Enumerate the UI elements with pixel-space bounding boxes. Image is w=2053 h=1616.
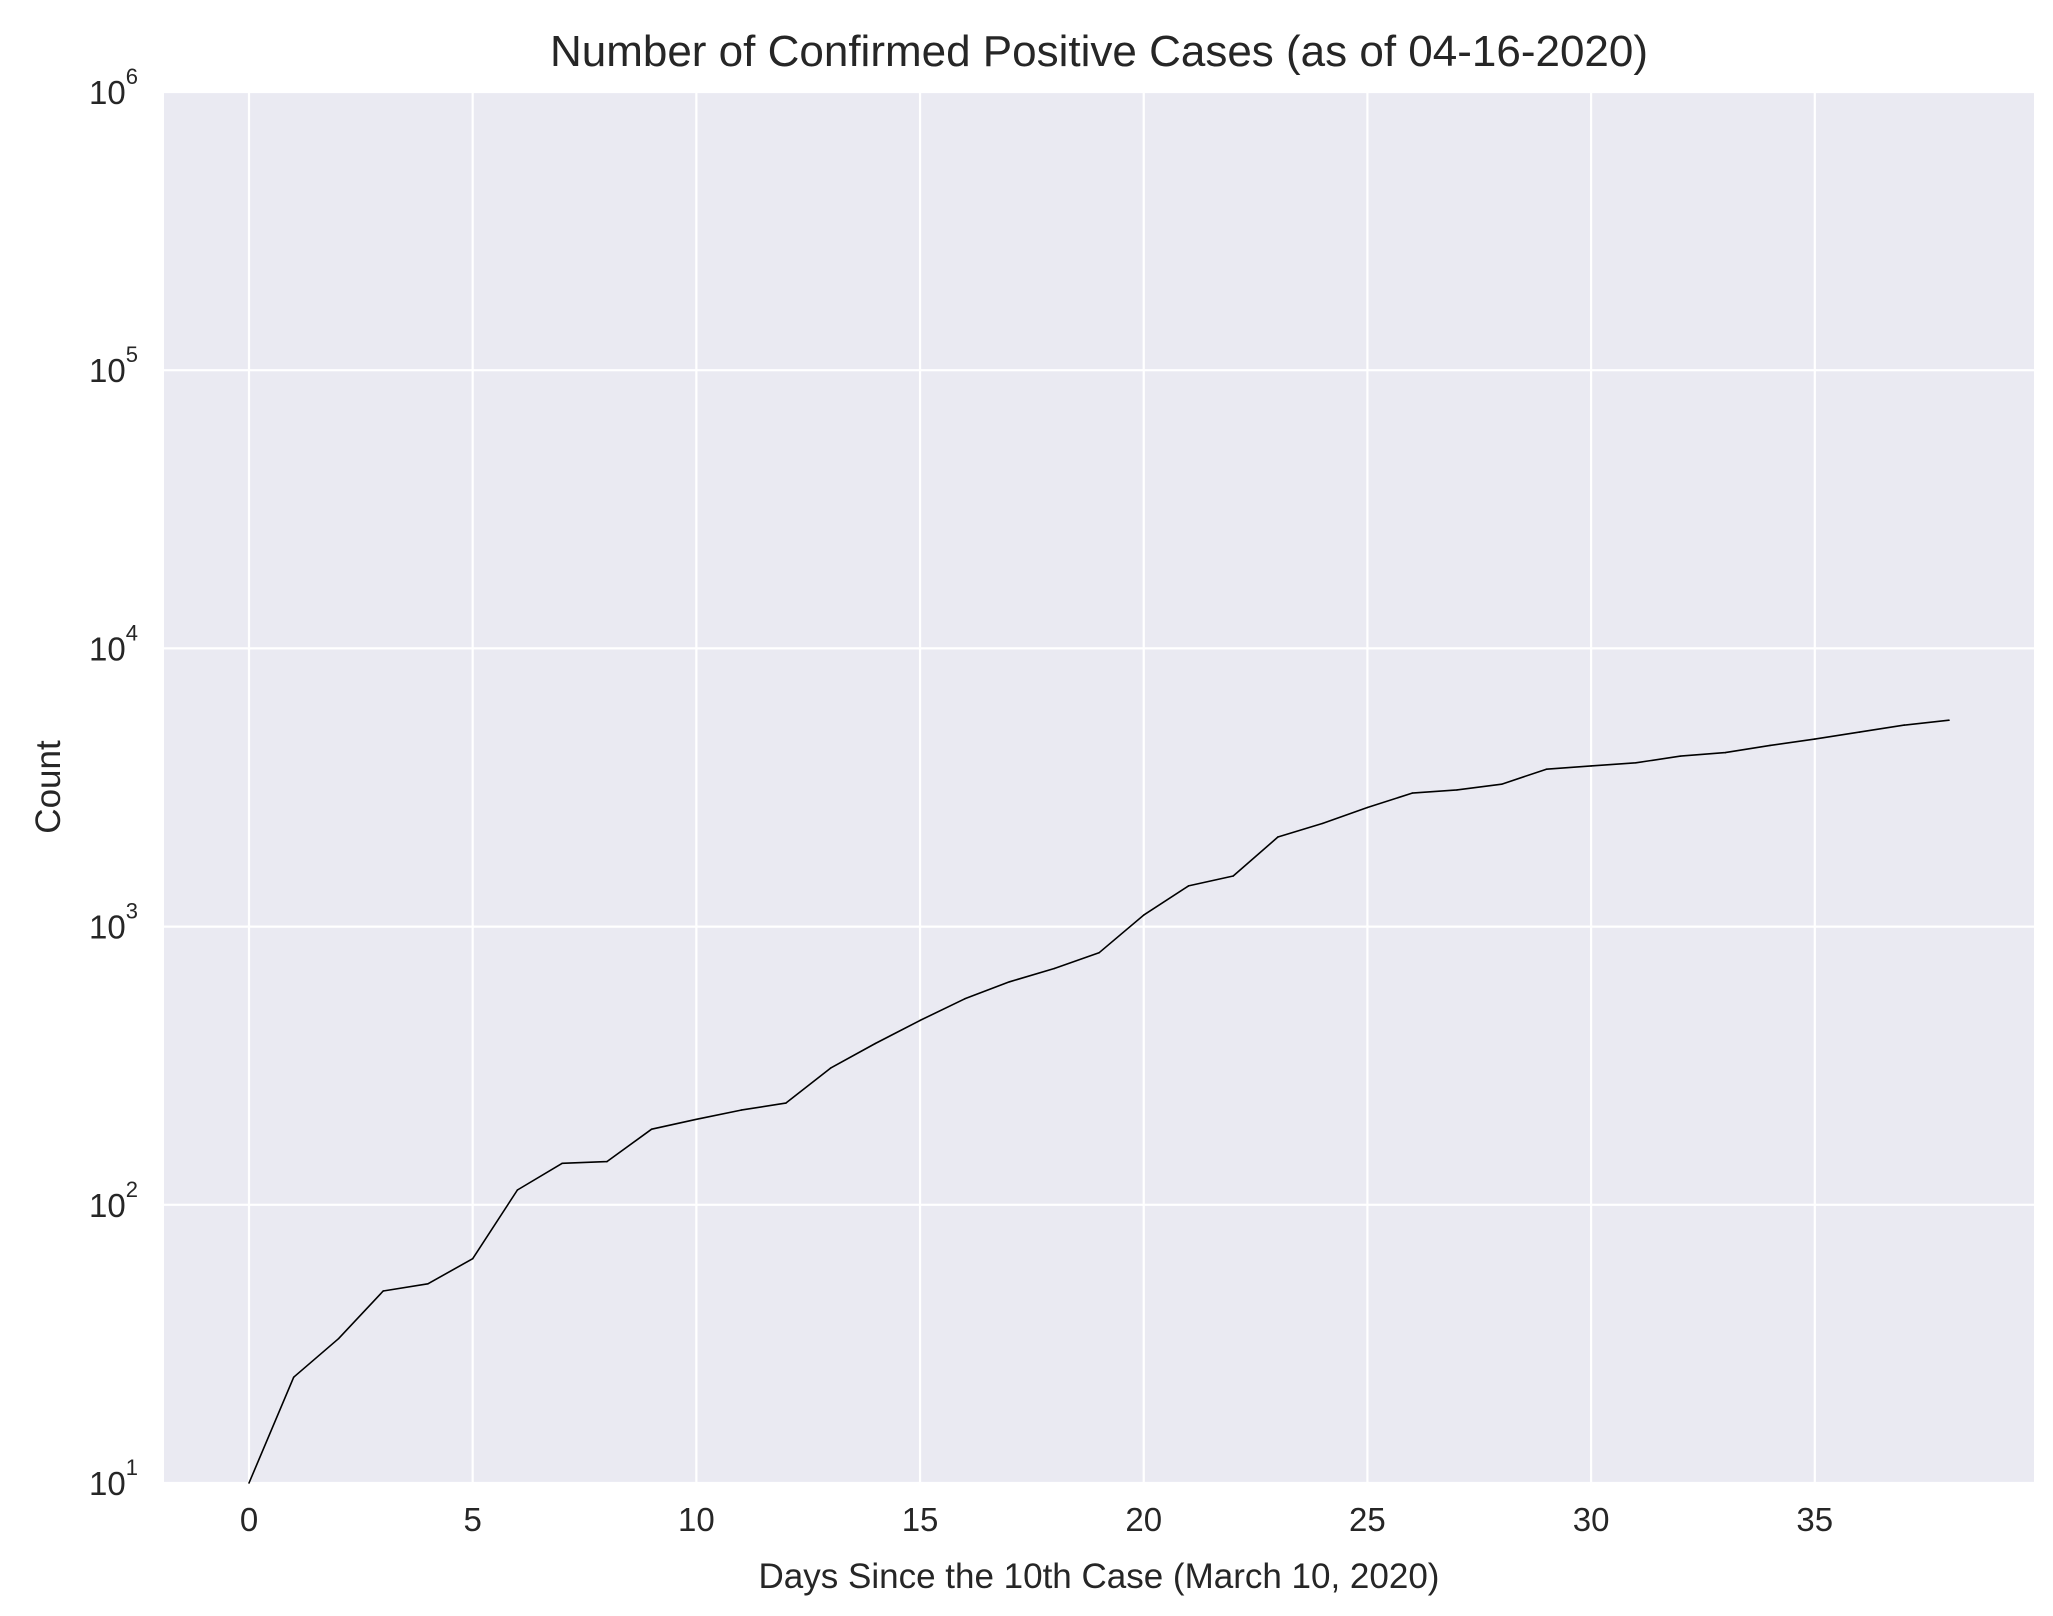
data-point bbox=[1053, 967, 1056, 970]
y-tick-labels: 101 102 103 104 105 106 bbox=[89, 64, 138, 1502]
data-point bbox=[1187, 885, 1190, 887]
x-tick-label: 35 bbox=[1796, 1501, 1833, 1538]
data-point bbox=[1769, 744, 1771, 747]
x-tick-label: 15 bbox=[902, 1501, 939, 1538]
data-point bbox=[561, 1162, 563, 1165]
data-point bbox=[695, 1118, 698, 1121]
data-point bbox=[650, 1128, 653, 1130]
data-point bbox=[1411, 792, 1413, 794]
x-axis-label: Days Since the 10th Case (March 10, 2020… bbox=[759, 1557, 1440, 1596]
data-point bbox=[785, 1102, 787, 1104]
data-point bbox=[1456, 789, 1458, 791]
chart-title: Number of Confirmed Positive Cases (as o… bbox=[550, 27, 1648, 76]
data-point bbox=[963, 998, 966, 1000]
data-point bbox=[248, 1482, 250, 1484]
plot-background bbox=[164, 92, 2034, 1483]
data-point bbox=[427, 1283, 429, 1285]
data-point bbox=[1813, 738, 1816, 740]
data-point bbox=[1635, 761, 1637, 764]
data-point bbox=[740, 1109, 742, 1111]
x-tick-label: 5 bbox=[464, 1501, 482, 1538]
data-point bbox=[471, 1257, 474, 1260]
data-point bbox=[1724, 751, 1727, 754]
data-point bbox=[337, 1337, 340, 1340]
y-axis-label: Count bbox=[29, 740, 68, 834]
data-point bbox=[1545, 768, 1548, 770]
x-tick-label: 20 bbox=[1125, 1501, 1162, 1538]
y-tick-label: 103 bbox=[89, 899, 138, 946]
data-point bbox=[829, 1067, 832, 1069]
data-point bbox=[1232, 875, 1235, 877]
data-point bbox=[1500, 783, 1503, 785]
data-point bbox=[1679, 755, 1682, 757]
x-tick-label: 0 bbox=[240, 1501, 258, 1538]
data-point bbox=[382, 1290, 385, 1292]
data-point bbox=[1948, 719, 1950, 721]
y-tick-label: 106 bbox=[89, 64, 138, 111]
x-tick-label: 10 bbox=[678, 1501, 715, 1538]
data-point bbox=[1098, 952, 1100, 954]
x-tick-label: 25 bbox=[1349, 1501, 1386, 1538]
data-point bbox=[919, 1019, 921, 1022]
y-tick-label: 105 bbox=[89, 342, 138, 389]
grid-lines bbox=[164, 90, 2034, 1485]
data-point bbox=[1321, 822, 1324, 825]
data-point bbox=[874, 1042, 877, 1045]
data-point bbox=[1008, 981, 1011, 983]
data-point bbox=[1142, 914, 1145, 916]
data-point bbox=[1858, 731, 1861, 733]
y-tick-label: 102 bbox=[89, 1177, 138, 1224]
x-tick-labels: 0 5 10 15 20 25 30 35 bbox=[240, 1501, 1833, 1538]
x-tick-label: 30 bbox=[1573, 1501, 1610, 1538]
series-layer bbox=[248, 719, 1950, 1484]
data-point bbox=[1590, 765, 1592, 767]
data-point bbox=[292, 1376, 295, 1379]
data-point bbox=[1366, 806, 1369, 809]
y-tick-label: 104 bbox=[89, 620, 138, 667]
y-tick-label: 101 bbox=[89, 1455, 138, 1502]
data-point bbox=[606, 1160, 608, 1163]
data-point bbox=[516, 1189, 519, 1191]
data-point bbox=[1277, 836, 1279, 838]
data-point bbox=[1903, 724, 1906, 726]
